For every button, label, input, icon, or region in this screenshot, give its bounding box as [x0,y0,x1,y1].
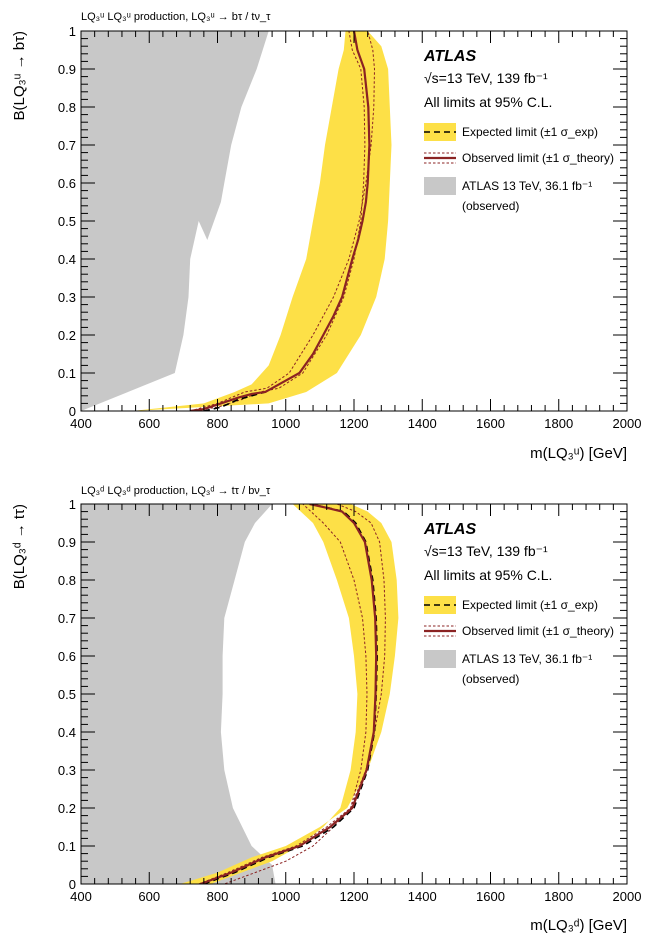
previous-exclusion-region [81,504,276,884]
y-tick-label: 0.8 [58,100,76,115]
x-axis-label: m(LQ₃ᵘ) [GeV] [530,445,627,462]
x-axis-label: m(LQ₃ᵈ) [GeV] [530,917,627,934]
y-tick-label: 0.6 [58,176,76,191]
y-tick-label: 1 [69,24,76,39]
y-tick-label: 0.3 [58,290,76,305]
observed-limit-line [200,504,378,884]
energy-lumi-label: √s=13 TeV, 139 fb⁻¹ [424,543,548,559]
x-tick-label: 800 [207,889,229,904]
x-tick-label: 1800 [544,416,573,431]
y-tick-label: 0.9 [58,62,76,77]
expected-limit-band [132,31,392,411]
x-tick-label: 2000 [613,889,642,904]
y-axis-label: B(LQ₃ᵈ → tτ) [11,504,28,589]
atlas-label: ATLAS [423,48,476,65]
y-tick-label: 0.5 [58,687,76,702]
energy-lumi-label: √s=13 TeV, 139 fb⁻¹ [424,70,548,86]
y-tick-label: 0.3 [58,763,76,778]
atlas-label: ATLAS [423,521,476,538]
y-tick-label: 0.7 [58,138,76,153]
previous-exclusion-region [81,31,269,411]
x-tick-label: 400 [70,416,92,431]
chart-title: LQ₃ᵘ LQ₃ᵘ production, LQ₃ᵘ → bτ / tν_τ [81,11,271,23]
legend: Expected limit (±1 σ_exp) Observed limit … [424,123,614,213]
y-tick-label: 0.8 [58,573,76,588]
y-tick-label: 0.7 [58,611,76,626]
y-tick-label: 0.6 [58,649,76,664]
chart-panel-2: 400 600 800 1000 1200 1400 1600 1800 2000 0 0.1 0.2… [11,485,641,934]
chart-panel-1: 400 600 800 1000 1200 1400 1600 1800 2000 0 0.1 0.2… [11,11,641,462]
legend-previous-label: ATLAS 13 TeV, 36.1 fb⁻¹ [462,179,592,193]
y-axis-label: B(LQ₃ᵘ → bτ) [11,31,28,120]
confidence-level-label: All limits at 95% C.L. [424,567,552,583]
x-tick-label: 1600 [476,416,505,431]
legend-previous-swatch [424,177,456,195]
plot-area [81,504,399,884]
y-tick-label: 1 [69,497,76,512]
x-tick-label: 400 [70,889,92,904]
y-tick-label: 0.5 [58,214,76,229]
x-tick-label: 2000 [613,416,642,431]
y-tick-label: 0 [69,877,76,892]
legend-expected-label: Expected limit (±1 σ_exp) [462,598,598,612]
expected-limit-band [180,504,399,884]
y-tick-label: 0.9 [58,535,76,550]
x-tick-label: 1200 [340,416,369,431]
legend-previous-label-line2: (observed) [462,672,519,686]
y-tick-label: 0.2 [58,801,76,816]
legend-observed-label: Observed limit (±1 σ_theory) [462,151,614,165]
legend: Expected limit (±1 σ_exp) Observed limit … [424,596,614,686]
x-tick-label: 1800 [544,889,573,904]
confidence-level-label: All limits at 95% C.L. [424,94,552,110]
y-tick-label: 0.2 [58,328,76,343]
legend-previous-label-line2: (observed) [462,199,519,213]
y-tick-label: 0.1 [58,839,76,854]
x-tick-label: 1000 [271,889,300,904]
y-tick-label: 0.4 [58,252,76,267]
observed-limit-line [190,31,371,411]
x-tick-label: 600 [138,416,160,431]
legend-expected-label: Expected limit (±1 σ_exp) [462,125,598,139]
x-tick-label: 1400 [408,416,437,431]
y-tick-label: 0.1 [58,366,76,381]
x-tick-label: 800 [207,416,229,431]
plot-area [81,31,392,411]
x-tick-label: 1000 [271,416,300,431]
chart-title: LQ₃ᵈ LQ₃ᵈ production, LQ₃ᵈ → tτ / bν_τ [81,485,271,497]
y-tick-label: 0 [69,404,76,419]
observed-theory-band [190,31,376,411]
legend-observed-label: Observed limit (±1 σ_theory) [462,624,614,638]
x-tick-label: 1600 [476,889,505,904]
x-tick-label: 1400 [408,889,437,904]
legend-previous-swatch [424,650,456,668]
x-tick-label: 1200 [340,889,369,904]
y-tick-label: 0.4 [58,725,76,740]
legend-previous-label: ATLAS 13 TeV, 36.1 fb⁻¹ [462,652,592,666]
x-tick-label: 600 [138,889,160,904]
